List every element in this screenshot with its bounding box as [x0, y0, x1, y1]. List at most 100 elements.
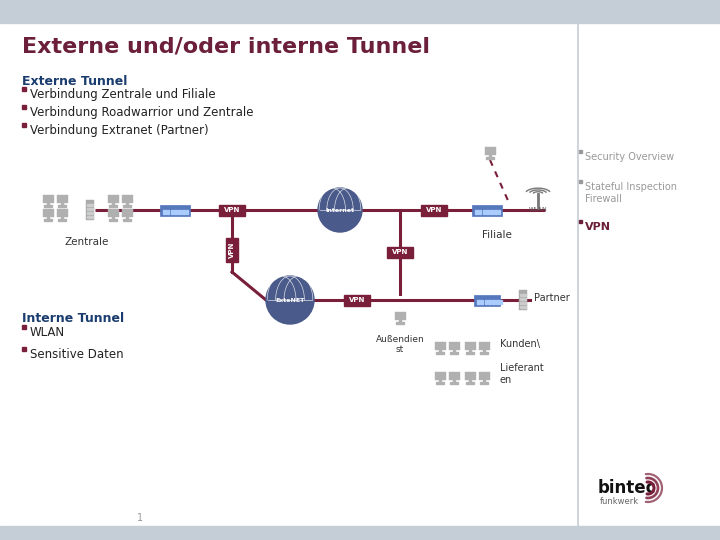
Bar — [42, 209, 53, 217]
Bar — [520, 306, 526, 308]
Bar — [44, 219, 52, 220]
Bar — [126, 217, 128, 219]
Text: WLAN: WLAN — [528, 207, 547, 212]
Text: Filiale: Filiale — [482, 230, 512, 240]
Circle shape — [266, 276, 314, 324]
Bar — [479, 210, 481, 213]
Bar — [480, 352, 488, 354]
Text: VPN: VPN — [224, 207, 240, 213]
Text: Partner: Partner — [534, 293, 570, 303]
Text: Lieferant
en: Lieferant en — [500, 363, 544, 385]
Text: VPN: VPN — [392, 249, 408, 255]
Text: Zentrale: Zentrale — [65, 237, 109, 247]
Bar — [436, 382, 444, 383]
Bar — [483, 350, 485, 353]
Bar — [174, 210, 177, 213]
Bar — [87, 204, 93, 206]
Text: bintec: bintec — [598, 479, 657, 497]
Bar — [480, 382, 488, 383]
Bar — [22, 87, 26, 91]
Text: Verbindung Extranet (Partner): Verbindung Extranet (Partner) — [30, 124, 209, 137]
Bar — [226, 238, 238, 262]
Bar — [87, 208, 93, 210]
Bar — [434, 372, 446, 380]
Bar — [179, 210, 181, 213]
Bar — [396, 322, 404, 323]
Bar — [42, 195, 53, 203]
Bar — [483, 380, 485, 382]
Bar — [479, 342, 490, 350]
Circle shape — [318, 188, 362, 232]
Bar — [399, 320, 401, 322]
Text: WLAN: WLAN — [30, 326, 65, 339]
Bar — [466, 352, 474, 354]
Text: Internet: Internet — [325, 207, 354, 213]
Bar — [449, 372, 459, 380]
Text: Security Overview: Security Overview — [585, 152, 674, 162]
Bar — [481, 300, 483, 303]
Bar — [469, 350, 471, 353]
Bar — [56, 209, 68, 217]
Bar — [56, 195, 68, 203]
Text: Außendien
st: Außendien st — [376, 335, 424, 354]
Bar — [122, 195, 132, 203]
Bar — [58, 205, 66, 206]
Bar — [126, 203, 128, 206]
Bar — [434, 342, 446, 350]
Bar — [112, 217, 114, 219]
Bar — [107, 195, 119, 203]
Bar — [477, 300, 480, 303]
Bar — [579, 220, 582, 223]
Text: Sensitive Daten: Sensitive Daten — [30, 348, 124, 361]
Bar — [109, 219, 117, 220]
Text: Kunden\: Kunden\ — [500, 339, 540, 349]
Bar — [500, 300, 503, 303]
Bar — [47, 217, 49, 219]
Bar — [496, 300, 498, 303]
Text: funkwerk: funkwerk — [600, 497, 639, 507]
Bar — [107, 209, 119, 217]
Bar — [22, 347, 26, 351]
Bar — [47, 203, 49, 206]
Bar — [488, 300, 491, 303]
Bar — [469, 380, 471, 382]
Bar — [487, 210, 489, 213]
Bar — [479, 372, 490, 380]
Bar — [387, 246, 413, 258]
Bar — [436, 352, 444, 354]
Bar — [489, 155, 491, 158]
Bar — [438, 350, 441, 353]
Text: Verbindung Roadwarrior und Zentrale: Verbindung Roadwarrior und Zentrale — [30, 106, 253, 119]
Bar — [109, 205, 117, 206]
Bar — [485, 147, 495, 155]
Text: VPN: VPN — [585, 222, 611, 232]
Bar — [475, 210, 477, 213]
Bar — [160, 205, 190, 215]
Bar — [490, 210, 492, 213]
Bar — [449, 342, 459, 350]
Bar — [22, 105, 26, 109]
Bar — [0, 526, 720, 540]
Bar — [579, 150, 582, 153]
Text: VPN: VPN — [348, 297, 365, 303]
Bar — [520, 298, 526, 300]
Bar — [450, 382, 458, 383]
Bar — [579, 180, 582, 183]
Bar — [44, 205, 52, 206]
Bar — [498, 210, 500, 213]
Bar — [122, 209, 132, 217]
Bar — [60, 217, 63, 219]
Bar — [163, 210, 166, 213]
Bar — [421, 205, 447, 215]
Bar — [453, 380, 455, 382]
Bar — [87, 212, 93, 214]
Bar — [485, 300, 487, 303]
Bar — [520, 302, 526, 304]
Text: Interne Tunnel: Interne Tunnel — [22, 312, 124, 325]
Bar — [520, 294, 526, 296]
Text: Externe und/oder interne Tunnel: Externe und/oder interne Tunnel — [22, 36, 430, 56]
Bar — [450, 352, 458, 354]
Text: 1: 1 — [137, 513, 143, 523]
Text: ExteNET: ExteNET — [275, 298, 305, 302]
Bar — [472, 205, 502, 215]
